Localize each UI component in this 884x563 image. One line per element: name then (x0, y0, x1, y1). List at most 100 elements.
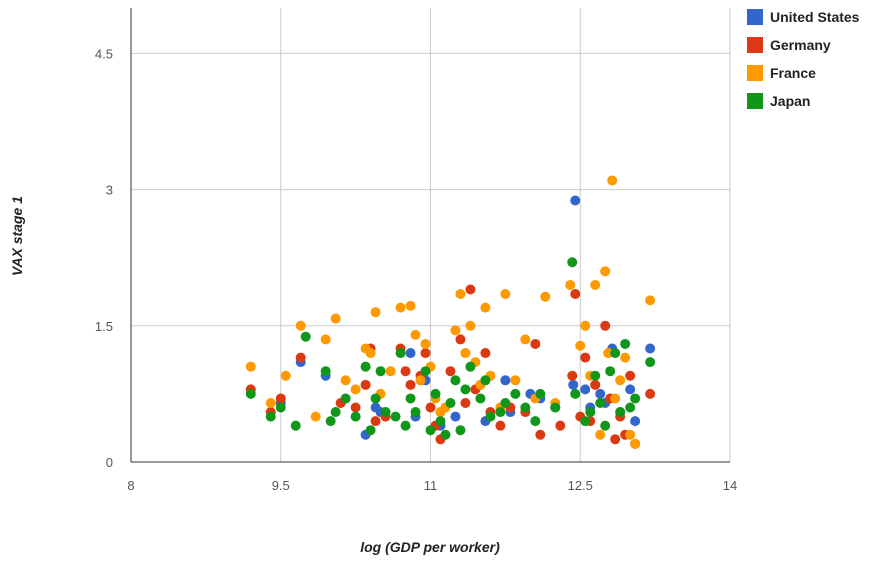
legend-swatch-japan (747, 93, 763, 109)
point-germany (645, 388, 656, 399)
point-france (645, 295, 656, 306)
point-japan (460, 384, 471, 395)
point-germany (580, 352, 591, 363)
point-france (500, 289, 511, 300)
point-japan (300, 331, 311, 342)
point-france (340, 375, 351, 386)
point-france (480, 302, 491, 313)
point-japan (590, 370, 601, 381)
point-france (590, 279, 601, 290)
point-france (280, 370, 291, 381)
point-france (385, 366, 396, 377)
point-germany (425, 402, 436, 413)
point-japan (595, 397, 606, 408)
point-japan (265, 411, 276, 422)
point-france (455, 289, 466, 300)
point-japan (245, 388, 256, 399)
point-japan (340, 393, 351, 404)
point-japan (435, 416, 446, 427)
point-france (607, 175, 618, 186)
point-france (365, 348, 376, 359)
legend-label-united-states: United States (770, 9, 860, 25)
point-france (520, 334, 531, 345)
point-germany (610, 434, 621, 445)
y-axis-title: VAX stage 1 (9, 196, 25, 276)
point-france (310, 411, 321, 422)
point-japan (325, 416, 336, 427)
y-tick-label: 3 (106, 183, 113, 198)
point-japan (605, 366, 616, 377)
point-japan (530, 416, 541, 427)
point-japan (375, 366, 386, 377)
point-japan (440, 429, 451, 440)
point-japan (290, 420, 301, 431)
point-france (415, 375, 426, 386)
legend-label-germany: Germany (770, 37, 831, 53)
point-united-states (450, 411, 461, 422)
point-germany (420, 348, 431, 359)
point-japan (370, 393, 381, 404)
point-germany (570, 289, 581, 300)
y-tick-label: 4.5 (95, 46, 113, 61)
x-tick-label: 9.5 (272, 478, 290, 493)
point-japan (445, 397, 456, 408)
point-france (620, 352, 631, 363)
point-germany (625, 370, 636, 381)
point-japan (420, 366, 431, 377)
point-france (465, 320, 476, 331)
point-united-states (568, 379, 579, 390)
point-france (600, 266, 611, 277)
point-japan (450, 375, 461, 386)
point-japan (500, 397, 511, 408)
point-france (460, 348, 471, 359)
point-germany (590, 379, 601, 390)
x-tick-label: 11 (424, 478, 438, 493)
point-germany (275, 393, 286, 404)
point-france (265, 397, 276, 408)
tick-labels: 8 9.5 11 12.5 14 0 1.5 3 4.5 (95, 46, 737, 493)
point-france (540, 291, 551, 302)
legend-label-france: France (770, 65, 816, 81)
point-france (405, 300, 416, 311)
legend-swatch-france (747, 65, 763, 81)
legend: United States Germany France Japan (747, 9, 860, 109)
point-france (610, 393, 621, 404)
point-france (580, 320, 591, 331)
point-france (350, 384, 361, 395)
point-france (575, 340, 586, 351)
point-germany (465, 284, 476, 295)
point-japan (567, 257, 578, 268)
axes (130, 8, 730, 463)
point-japan (350, 411, 361, 422)
point-france (330, 313, 341, 324)
point-germany (295, 352, 306, 363)
x-tick-label: 14 (723, 478, 737, 493)
x-tick-label: 8 (127, 478, 134, 493)
point-japan (360, 361, 371, 372)
point-japan (455, 425, 466, 436)
point-japan (550, 402, 561, 413)
point-france (603, 348, 614, 359)
point-germany (495, 420, 506, 431)
point-japan (330, 407, 341, 418)
point-france (395, 302, 406, 313)
point-germany (460, 397, 471, 408)
point-france (320, 334, 331, 345)
legend-swatch-united-states (747, 9, 763, 25)
point-japan (625, 402, 636, 413)
point-japan (480, 375, 491, 386)
point-japan (570, 388, 581, 399)
point-japan (645, 357, 656, 368)
point-japan (610, 348, 621, 359)
point-france (565, 279, 576, 290)
point-france (510, 375, 521, 386)
point-france (615, 375, 626, 386)
point-germany (445, 366, 456, 377)
point-japan (615, 407, 626, 418)
point-united-states (580, 384, 591, 395)
point-france (625, 429, 636, 440)
point-france (595, 429, 606, 440)
point-united-states (625, 384, 636, 395)
point-united-states (645, 343, 656, 354)
